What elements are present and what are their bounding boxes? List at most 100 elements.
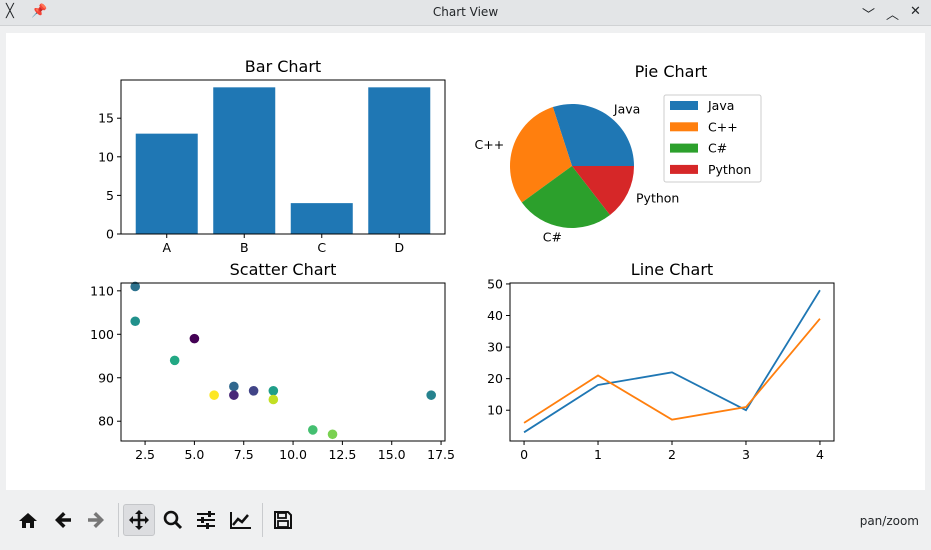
bar-A [135, 133, 198, 234]
scatter-chart-xtick-label: 5.0 [184, 447, 204, 462]
scatter-chart-xtick-label: 2.5 [135, 447, 155, 462]
configure-subplots-icon [197, 511, 215, 529]
legend-label: C++ [708, 119, 738, 134]
scatter-chart-ytick-label: 80 [98, 414, 114, 429]
scatter-point [229, 390, 239, 400]
close-icon[interactable]: ✕ [910, 4, 921, 19]
scatter-point [209, 390, 219, 400]
window-title: Chart View [432, 5, 499, 19]
home-button[interactable] [12, 504, 44, 536]
legend-swatch-Python [670, 164, 698, 174]
pie-slice-C++ [510, 107, 572, 203]
scatter-point [268, 385, 279, 396]
pie-label: Python [636, 190, 679, 205]
scatter-chart-xtick-label: 10.0 [279, 447, 307, 462]
bar-C [290, 203, 353, 234]
line-chart-xtick-label: 1 [594, 447, 602, 462]
pan-button[interactable] [123, 504, 155, 536]
scatter-point [229, 381, 239, 392]
pie-slice-C# [521, 166, 611, 229]
home-icon [19, 513, 37, 528]
bar-chart-xtick-label: D [394, 240, 404, 255]
scatter-point [426, 390, 436, 400]
line-chart-ytick-label: 40 [487, 308, 503, 323]
pie-slice-Java [552, 103, 634, 166]
bar-chart-xtick-label: C [317, 240, 326, 255]
line-chart-ytick-label: 10 [487, 403, 503, 418]
scatter-chart-xtick-label: 7.5 [234, 447, 254, 462]
scatter-chart-frame [120, 282, 446, 442]
scatter-chart-title: Scatter Chart [230, 260, 337, 279]
forward-icon [88, 512, 104, 528]
line-chart-xtick-label: 3 [742, 447, 750, 462]
line-chart-xtick-label: 4 [816, 447, 824, 462]
bar-D [368, 87, 431, 234]
scatter-point [130, 281, 141, 292]
zoom-icon [163, 510, 183, 530]
bar-B [213, 87, 276, 234]
pie-label: C# [543, 230, 562, 245]
bar-chart-xtick-label: A [162, 240, 171, 255]
maximize-icon[interactable]: ︿ [886, 8, 900, 23]
separator [262, 503, 263, 537]
bar-chart-title: Bar Chart [245, 57, 321, 76]
line-chart-ytick-label: 30 [487, 340, 503, 355]
line-chart-xtick-label: 0 [520, 447, 528, 462]
scatter-point [189, 333, 200, 344]
edit-axis-button[interactable] [225, 504, 257, 536]
back-button[interactable] [47, 504, 79, 536]
legend-swatch-C# [670, 143, 698, 153]
bar-chart-ytick-label: 10 [98, 149, 114, 164]
save-button[interactable] [267, 504, 299, 536]
title-bar: ╳ 📌 Chart View ﹀ ︿ ✕ [0, 0, 931, 26]
pin-icon[interactable]: 📌 [31, 4, 48, 19]
scatter-point [327, 429, 338, 440]
pie-label: Java [613, 101, 640, 116]
legend-label: Java [707, 98, 734, 113]
line-chart-ytick-label: 20 [487, 371, 503, 386]
line-chart-ytick-label: 50 [487, 276, 503, 291]
line-chart-title: Line Chart [631, 260, 713, 279]
back-icon [55, 512, 71, 528]
scatter-point [248, 385, 259, 396]
scatter-point [307, 425, 318, 435]
scatter-point [169, 355, 180, 366]
pie-slice-Python [572, 166, 634, 215]
save-icon [274, 511, 292, 529]
pie-label: C++ [475, 137, 505, 152]
pie-legend [663, 94, 762, 183]
line-chart-frame [509, 282, 835, 442]
bar-chart-ytick-label: 0 [106, 227, 114, 242]
separator [118, 503, 119, 537]
edit-axis-icon [230, 512, 251, 529]
configure-subplots-button[interactable] [190, 504, 222, 536]
pie-chart-title: Pie Chart [635, 62, 708, 81]
line-series-2 [523, 318, 821, 424]
legend-label: C# [708, 141, 727, 156]
scatter-chart-xtick-label: 17.5 [427, 447, 455, 462]
scatter-chart-xtick-label: 15.0 [378, 447, 406, 462]
figure-canvas[interactable]: Bar Chart 0 5 10 15 A B C D Scatter Chart 80 90 100 1… [6, 33, 925, 490]
minimize-icon[interactable]: ﹀ [862, 8, 876, 23]
line-series-1 [523, 289, 821, 434]
legend-label: Python [708, 162, 751, 177]
app-icon: ╳ [6, 4, 14, 19]
line-chart-xtick-label: 2 [668, 447, 676, 462]
scatter-point [268, 394, 279, 405]
legend-swatch-Java [670, 101, 698, 110]
forward-button[interactable] [80, 504, 112, 536]
zoom-button[interactable] [157, 504, 189, 536]
bar-chart-xtick-label: B [240, 240, 249, 255]
scatter-point [130, 316, 141, 327]
status-text: pan/zoom [859, 514, 919, 528]
legend-swatch-C++ [670, 122, 698, 132]
scatter-chart-xtick-label: 12.5 [328, 447, 356, 462]
bar-chart-ytick-label: 5 [106, 188, 114, 203]
bar-chart-ytick-label: 15 [98, 111, 114, 126]
navigation-toolbar: pan/zoom [0, 495, 931, 550]
scatter-chart-ytick-label: 90 [98, 370, 114, 385]
scatter-chart-ytick-label: 110 [90, 283, 114, 298]
scatter-chart-ytick-label: 100 [90, 327, 114, 342]
pan-icon [129, 510, 149, 530]
